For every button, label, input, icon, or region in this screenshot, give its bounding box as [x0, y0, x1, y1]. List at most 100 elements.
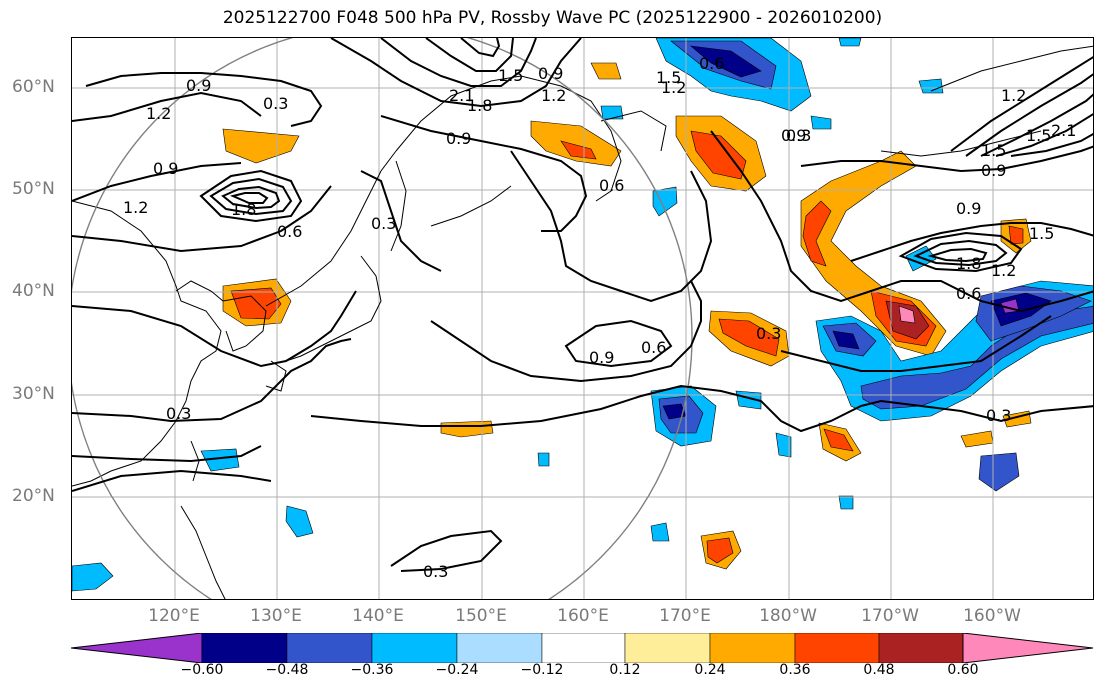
- contour-ne-jet-1: [950, 56, 1093, 152]
- fill-red-korea: [230, 287, 282, 320]
- lon-label-150e: 150°E: [455, 606, 507, 626]
- contour-label: 1.5: [498, 66, 523, 85]
- contour-label: 1.5: [981, 141, 1006, 160]
- contour-label-group: 0.9 1.2 0.3 2.1 1.8 1.5 0.9 1.2 0.9 0.3 …: [123, 54, 1076, 581]
- coast-kuril: [430, 185, 512, 227]
- contour-north-jet-2: [380, 38, 537, 87]
- contour-0p9-okhotsk: [380, 115, 588, 232]
- contour-label: 1.8: [956, 254, 981, 273]
- fill-darkblue-east-large: [860, 305, 1093, 410]
- contour-north-jet-4: [460, 38, 501, 58]
- contour-label: 1.2: [541, 86, 566, 105]
- contour-label: 0.3: [166, 404, 191, 423]
- colorbar-tick: −0.24: [435, 662, 479, 678]
- colorbar-tick: 0.48: [863, 662, 895, 678]
- contour-cyclone-ring-2: [209, 177, 293, 216]
- coast-aleutians: [880, 130, 1042, 157]
- contour-0p3-main: [72, 290, 357, 368]
- contour-ne-jet-4: [995, 113, 1093, 157]
- contour-label: 0.9: [186, 76, 211, 95]
- contour-0p3-west-band: [72, 469, 272, 492]
- contour-label: 2.1: [1051, 121, 1076, 140]
- contour-label: 0.3: [986, 406, 1011, 425]
- map-panel: 0.9 1.2 0.3 2.1 1.8 1.5 0.9 1.2 0.9 0.3 …: [71, 37, 1094, 600]
- lat-label-30n: 30°N: [12, 384, 55, 404]
- fill-blue-sw-3: [72, 562, 114, 592]
- contour-label: 0.6: [956, 284, 981, 303]
- contour-label: 1.5: [656, 68, 681, 87]
- contour-label: 0.3: [371, 214, 396, 233]
- contour-0p9-northwest: [72, 162, 242, 202]
- contour-0p9-east: [850, 222, 1093, 262]
- fill-blue-small-8: [537, 452, 550, 467]
- contour-0p6-central-loop: [430, 280, 702, 383]
- colorbar-tick: −0.36: [350, 662, 394, 678]
- contour-0p9-ellipse: [564, 319, 673, 368]
- fill-blue-small-5: [978, 452, 1020, 492]
- lon-label-170e: 170°E: [659, 606, 711, 626]
- coast-philippines: [180, 505, 226, 599]
- contour-label: 0.3: [756, 324, 781, 343]
- colorbar-segment: [371, 633, 458, 663]
- coast-alaska: [930, 45, 1093, 92]
- coast-china-bohai: [175, 280, 224, 302]
- colorbar-segment: [541, 633, 626, 663]
- contour-east-cyclone-2: [913, 239, 1008, 267]
- fill-orange-okhotsk: [530, 120, 622, 167]
- contour-label: 1.2: [123, 198, 148, 217]
- colorbar: [71, 633, 1094, 663]
- fill-orange-south-4: [960, 430, 994, 448]
- contour-ne-jet-2: [965, 73, 1093, 157]
- fill-orange-northwest: [222, 128, 300, 164]
- contour-label: 0.3: [786, 126, 811, 145]
- coast-asia-mainland: [72, 200, 222, 487]
- colorbar-segment: [794, 633, 880, 663]
- contour-cyclone-ring-3: [221, 185, 281, 210]
- contour-north-loop: [85, 72, 323, 127]
- lat-label-20n: 20°N: [12, 486, 55, 506]
- fill-blue-small-4: [650, 522, 670, 542]
- fill-blue-north-small: [838, 38, 862, 47]
- lat-label-60n: 60°N: [12, 77, 55, 97]
- coast-okhotsk: [395, 75, 622, 202]
- fill-orange-south-1: [440, 420, 494, 438]
- contour-0p3-wave: [310, 384, 1093, 433]
- colorbar-tick: 0.36: [779, 662, 811, 678]
- fill-navy-east-upper: [990, 292, 1052, 327]
- colorbar-tick: 0.12: [609, 662, 641, 678]
- contour-label: 0.9: [153, 159, 178, 178]
- contour-label: 1.8: [231, 200, 256, 219]
- coast-sakhalin: [390, 160, 407, 252]
- contour-label: 1.2: [661, 78, 686, 97]
- coast-kamchatka: [600, 110, 667, 152]
- contour-north-jet-3: [425, 38, 514, 72]
- contour-0p3-southwest: [390, 529, 503, 572]
- contour-1p2-north: [72, 91, 262, 122]
- fill-blue-sw-2: [285, 505, 314, 538]
- contour-label: 0.9: [956, 199, 981, 218]
- contour-label: 0.3: [263, 94, 288, 113]
- pv-contours: [72, 38, 1093, 572]
- contour-label: 0.9: [589, 348, 614, 367]
- colorbar-segment: [456, 633, 543, 663]
- contour-label: 2.1: [449, 86, 474, 105]
- contour-0p6-central: [510, 150, 713, 303]
- colorbar-segment: [624, 633, 711, 663]
- fill-blue-small-1: [652, 186, 678, 217]
- colorbar-tick: 0.24: [694, 662, 726, 678]
- fill-red-south-2: [823, 428, 854, 452]
- contour-ne-jet-5: [1010, 132, 1093, 157]
- fill-red-south-3: [706, 537, 734, 564]
- contour-0p3-east-low: [780, 315, 1052, 372]
- colorbar-tick: −0.12: [520, 662, 564, 678]
- contour-label: 0.9: [981, 161, 1006, 180]
- colorbar-tick: −0.60: [180, 662, 224, 678]
- fill-blue-sw-1: [200, 448, 240, 472]
- colorbar-segment: [286, 633, 373, 663]
- colorbar-arrow-right: [962, 633, 1094, 663]
- contour-label: 0.9: [538, 64, 563, 83]
- fill-blue-northeast-1: [918, 78, 944, 94]
- contour-label: 0.6: [641, 338, 666, 357]
- fill-navy-north-center: [690, 45, 762, 78]
- contour-label: 0.6: [599, 176, 624, 195]
